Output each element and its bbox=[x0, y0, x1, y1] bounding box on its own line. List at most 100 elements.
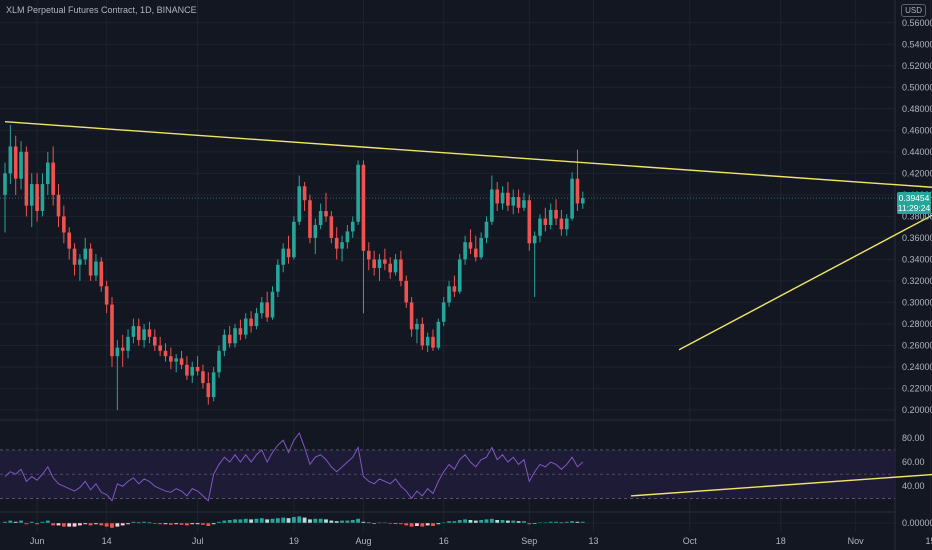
candle bbox=[137, 319, 141, 346]
time-tick-label: Oct bbox=[683, 536, 698, 546]
candle-body bbox=[335, 238, 339, 249]
candle bbox=[506, 182, 510, 211]
candle bbox=[372, 251, 376, 276]
candle bbox=[474, 236, 478, 262]
candle-body bbox=[485, 222, 489, 238]
candle bbox=[351, 216, 355, 238]
candle bbox=[356, 160, 360, 225]
histogram-bar bbox=[351, 520, 355, 523]
candle-body bbox=[142, 329, 146, 340]
candle-body bbox=[554, 210, 558, 219]
histogram-bar bbox=[319, 519, 323, 523]
price-tick-label: 0.36000 bbox=[902, 233, 932, 243]
price-tick-label: 0.20000 bbox=[902, 405, 932, 415]
candle bbox=[158, 337, 162, 356]
candle bbox=[265, 292, 269, 322]
histogram-bar bbox=[490, 519, 494, 523]
candle bbox=[576, 150, 580, 211]
candle bbox=[174, 354, 178, 372]
currency-badge[interactable]: USD bbox=[901, 4, 926, 17]
candle-body bbox=[207, 383, 211, 397]
histogram-bar bbox=[8, 521, 12, 523]
candle bbox=[319, 203, 323, 229]
candle bbox=[378, 254, 382, 281]
histogram-bar bbox=[324, 519, 328, 523]
candle-body bbox=[100, 262, 104, 287]
histogram-bar bbox=[62, 523, 66, 527]
candle bbox=[67, 227, 71, 259]
candle bbox=[73, 243, 77, 275]
candle-body bbox=[255, 313, 259, 326]
candle-body bbox=[367, 251, 371, 260]
candle bbox=[431, 329, 435, 351]
candle-body bbox=[506, 193, 510, 206]
histogram-bar bbox=[469, 520, 473, 523]
histogram-bar bbox=[51, 523, 55, 525]
candle bbox=[570, 172, 574, 220]
candle bbox=[271, 286, 275, 319]
candle bbox=[46, 152, 50, 195]
histogram-bar bbox=[249, 519, 253, 523]
candle bbox=[207, 372, 211, 404]
histogram-bar bbox=[303, 518, 307, 523]
candle bbox=[490, 176, 494, 225]
candle-body bbox=[297, 186, 301, 221]
candle-body bbox=[495, 189, 499, 203]
price-tick-label: 0.34000 bbox=[902, 254, 932, 264]
candle-body bbox=[314, 225, 318, 238]
candle bbox=[442, 297, 446, 326]
histogram-bar bbox=[228, 520, 232, 523]
time-axis[interactable]: Jun14Jul19Aug16Sep13Oct18Nov15Dec1320221… bbox=[30, 536, 932, 546]
candle-body bbox=[239, 328, 243, 334]
histogram-bar bbox=[73, 523, 77, 527]
candle bbox=[292, 216, 296, 259]
candle-body bbox=[174, 358, 178, 361]
candle bbox=[388, 257, 392, 279]
candle-body bbox=[265, 302, 269, 317]
histogram-bar bbox=[239, 519, 243, 523]
candle-body bbox=[201, 371, 205, 383]
candle bbox=[453, 276, 457, 298]
histogram-bar bbox=[281, 518, 285, 523]
histogram-bar bbox=[244, 519, 248, 523]
candle bbox=[116, 340, 120, 410]
histogram-bar bbox=[287, 518, 291, 523]
candle bbox=[560, 210, 564, 236]
candle-body bbox=[281, 249, 285, 265]
candle bbox=[335, 227, 339, 259]
candle bbox=[239, 320, 243, 340]
candle bbox=[110, 297, 114, 367]
candle-body bbox=[330, 216, 334, 238]
candle-body bbox=[538, 219, 542, 236]
candle bbox=[9, 125, 13, 184]
candle bbox=[297, 176, 301, 225]
candle bbox=[100, 257, 104, 291]
rsi-tick-label: 60.00 bbox=[902, 457, 925, 467]
candle bbox=[212, 367, 216, 401]
histogram-bar bbox=[485, 519, 489, 523]
price-axis[interactable]: 0.56000 0.54000 0.52000 0.50000 0.48000 0.460… bbox=[902, 18, 932, 528]
histogram-bar bbox=[329, 521, 333, 523]
candle bbox=[89, 243, 93, 281]
candle-body bbox=[346, 231, 350, 242]
candle-body bbox=[426, 337, 430, 346]
time-tick-label: Sep bbox=[521, 536, 537, 546]
candle bbox=[132, 319, 136, 344]
price-tick-label: 0.26000 bbox=[902, 340, 932, 350]
candle-body bbox=[319, 211, 323, 225]
lower-support-line bbox=[679, 191, 932, 350]
candle-body bbox=[217, 351, 221, 373]
candle-body bbox=[404, 281, 408, 303]
candle bbox=[533, 231, 537, 297]
histogram-bar bbox=[222, 521, 226, 523]
bar-countdown: 11:29:24 bbox=[897, 203, 931, 213]
price-tick-label: 0.32000 bbox=[902, 276, 932, 286]
candle-body bbox=[474, 249, 478, 258]
candle-body bbox=[46, 163, 50, 185]
time-tick-label: 15 bbox=[926, 536, 932, 546]
candle bbox=[185, 356, 189, 380]
candle-body bbox=[351, 222, 355, 232]
candle-body bbox=[362, 165, 366, 251]
upper-resistance-line bbox=[5, 122, 932, 191]
